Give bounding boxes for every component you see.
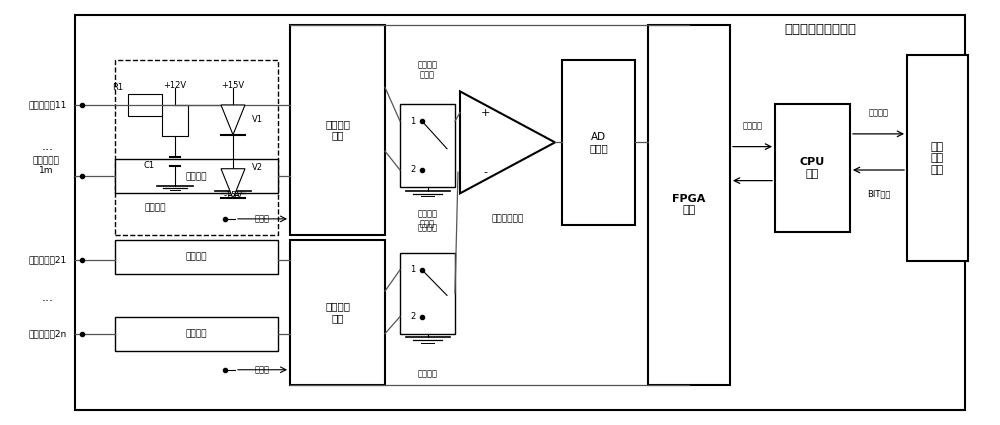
Bar: [400, 253, 455, 334]
Text: 2: 2: [410, 165, 415, 175]
Text: 第二开关
矩阵: 第二开关 矩阵: [325, 302, 350, 323]
Bar: [75, 15, 965, 410]
Bar: [290, 25, 385, 235]
Text: 模拟量输入2n: 模拟量输入2n: [29, 329, 67, 338]
Text: 调理电路: 调理电路: [186, 252, 207, 262]
Text: V2: V2: [252, 163, 263, 173]
Text: 2: 2: [410, 312, 415, 321]
Bar: [115, 240, 278, 274]
Text: +: +: [480, 108, 490, 118]
Bar: [400, 104, 455, 187]
Text: 基准源: 基准源: [255, 365, 270, 374]
Text: 模拟量地: 模拟量地: [418, 223, 438, 232]
Text: FPGA
模块: FPGA 模块: [672, 194, 706, 215]
Text: 调理电路: 调理电路: [144, 203, 166, 212]
Text: -: -: [483, 167, 487, 177]
Text: 调理电路: 调理电路: [186, 172, 207, 181]
Text: 第二二选
一开关: 第二二选 一开关: [418, 209, 438, 229]
Text: C1: C1: [144, 161, 155, 170]
Text: BIT结果: BIT结果: [867, 189, 890, 198]
Text: 基准源: 基准源: [255, 214, 270, 224]
Text: +12V: +12V: [163, 80, 187, 90]
Text: -15V: -15V: [223, 191, 243, 200]
Polygon shape: [221, 169, 245, 198]
Bar: [115, 317, 278, 351]
Text: 模拟量输入21: 模拟量输入21: [29, 255, 67, 265]
Text: 1: 1: [410, 265, 415, 275]
Text: 第一开关
矩阵: 第一开关 矩阵: [325, 119, 350, 141]
Text: 模拟量数据采集系统: 模拟量数据采集系统: [784, 23, 856, 36]
Text: 调理电路: 调理电路: [186, 329, 207, 338]
Bar: [290, 240, 385, 385]
Text: CPU
模块: CPU 模块: [800, 157, 825, 178]
Text: V1: V1: [252, 114, 263, 124]
Text: +15V: +15V: [221, 80, 245, 90]
Bar: [115, 60, 278, 235]
Text: 比例放大电路: 比例放大电路: [491, 214, 524, 224]
Bar: [115, 159, 278, 193]
Text: ...: ...: [42, 140, 54, 153]
Text: AD
转换器: AD 转换器: [589, 132, 608, 153]
Text: 机电
管理
系统: 机电 管理 系统: [931, 142, 944, 175]
Text: ...: ...: [42, 291, 54, 304]
Polygon shape: [221, 105, 245, 135]
Bar: [907, 55, 968, 261]
Text: 模拟量输入11: 模拟量输入11: [29, 100, 67, 110]
Bar: [648, 25, 730, 385]
Bar: [562, 60, 635, 225]
Text: 模拟量输入
1m: 模拟量输入 1m: [33, 156, 59, 176]
Text: 采样结果: 采样结果: [869, 108, 889, 117]
Text: R1: R1: [112, 83, 124, 93]
Text: 内部总线: 内部总线: [742, 121, 763, 130]
Text: 模拟量地: 模拟量地: [418, 369, 438, 379]
Polygon shape: [460, 91, 555, 193]
Bar: [775, 104, 850, 232]
Bar: [128, 94, 162, 116]
Bar: [162, 105, 188, 136]
Text: 1: 1: [410, 116, 415, 126]
Text: 第一二选
一开关: 第一二选 一开关: [418, 60, 438, 80]
